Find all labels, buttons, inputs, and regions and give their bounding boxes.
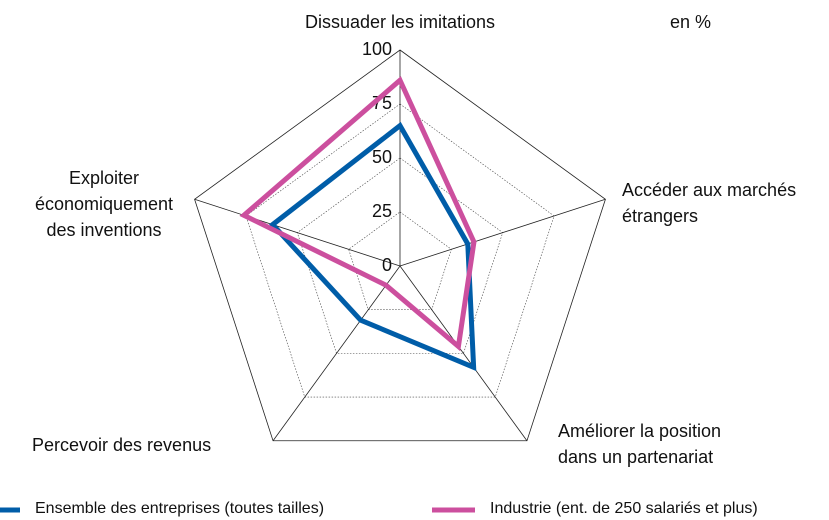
axis-label: Percevoir des revenus — [32, 435, 212, 455]
axis-label: Exploiter économiquement des inventions — [34, 168, 174, 240]
axis-label: Dissuader les imitations — [304, 12, 496, 32]
series-line — [239, 76, 477, 352]
grid-line — [194, 49, 606, 442]
axis-spoke — [399, 198, 606, 267]
axis-label: Améliorer la position dans un partenaria… — [558, 421, 722, 467]
axis-spoke — [272, 265, 401, 441]
tick-label: 25 — [372, 201, 392, 221]
unit-note: en % — [670, 12, 712, 32]
series-line — [268, 121, 477, 372]
legend-label: Ensemble des entreprises (toutes tailles… — [35, 500, 325, 517]
axis-spoke — [399, 265, 528, 441]
legend-label: Industrie (ent. de 250 salariés et plus) — [490, 500, 758, 517]
grid-line — [348, 211, 452, 310]
tick-label: 100 — [362, 39, 392, 59]
tick-label: 0 — [382, 255, 392, 275]
axis-label: Accéder aux marchés étrangers — [622, 180, 797, 226]
grid-line — [296, 157, 504, 354]
axis-spoke — [194, 198, 401, 267]
tick-label: 50 — [372, 147, 392, 167]
